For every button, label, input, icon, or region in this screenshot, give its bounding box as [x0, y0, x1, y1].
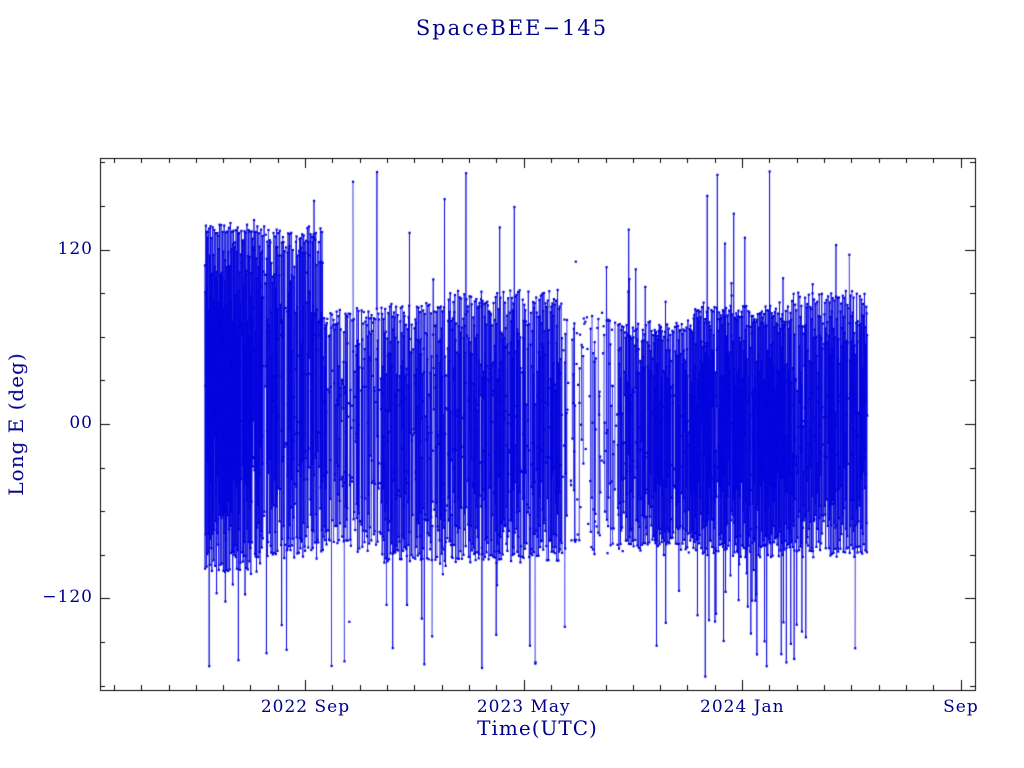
x-axis-label: Time(UTC)	[477, 716, 598, 740]
y-axis-label: Long E (deg)	[4, 352, 28, 496]
chart-title: SpaceBEE−145	[415, 16, 609, 40]
